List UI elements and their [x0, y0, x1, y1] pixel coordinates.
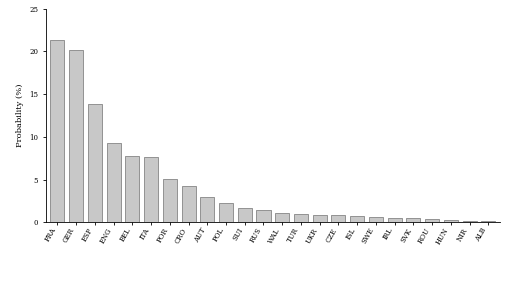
Bar [256, 210, 270, 222]
Bar [312, 215, 326, 222]
Bar [181, 186, 195, 222]
Bar [462, 221, 476, 222]
Bar [406, 218, 419, 222]
Bar [443, 220, 457, 222]
Bar [144, 157, 158, 222]
Bar [200, 197, 214, 222]
Bar [350, 216, 363, 222]
Bar [69, 50, 83, 222]
Bar [218, 203, 233, 222]
Bar [480, 221, 494, 222]
Bar [106, 143, 120, 222]
Bar [275, 213, 289, 222]
Bar [88, 104, 102, 222]
Bar [368, 217, 382, 222]
Bar [425, 219, 438, 222]
Bar [162, 179, 177, 222]
Bar [387, 218, 401, 222]
Bar [331, 215, 345, 222]
Y-axis label: Probability (%): Probability (%) [16, 84, 23, 147]
Bar [293, 214, 307, 222]
Bar [125, 156, 139, 222]
Bar [50, 40, 64, 222]
Bar [237, 208, 251, 222]
